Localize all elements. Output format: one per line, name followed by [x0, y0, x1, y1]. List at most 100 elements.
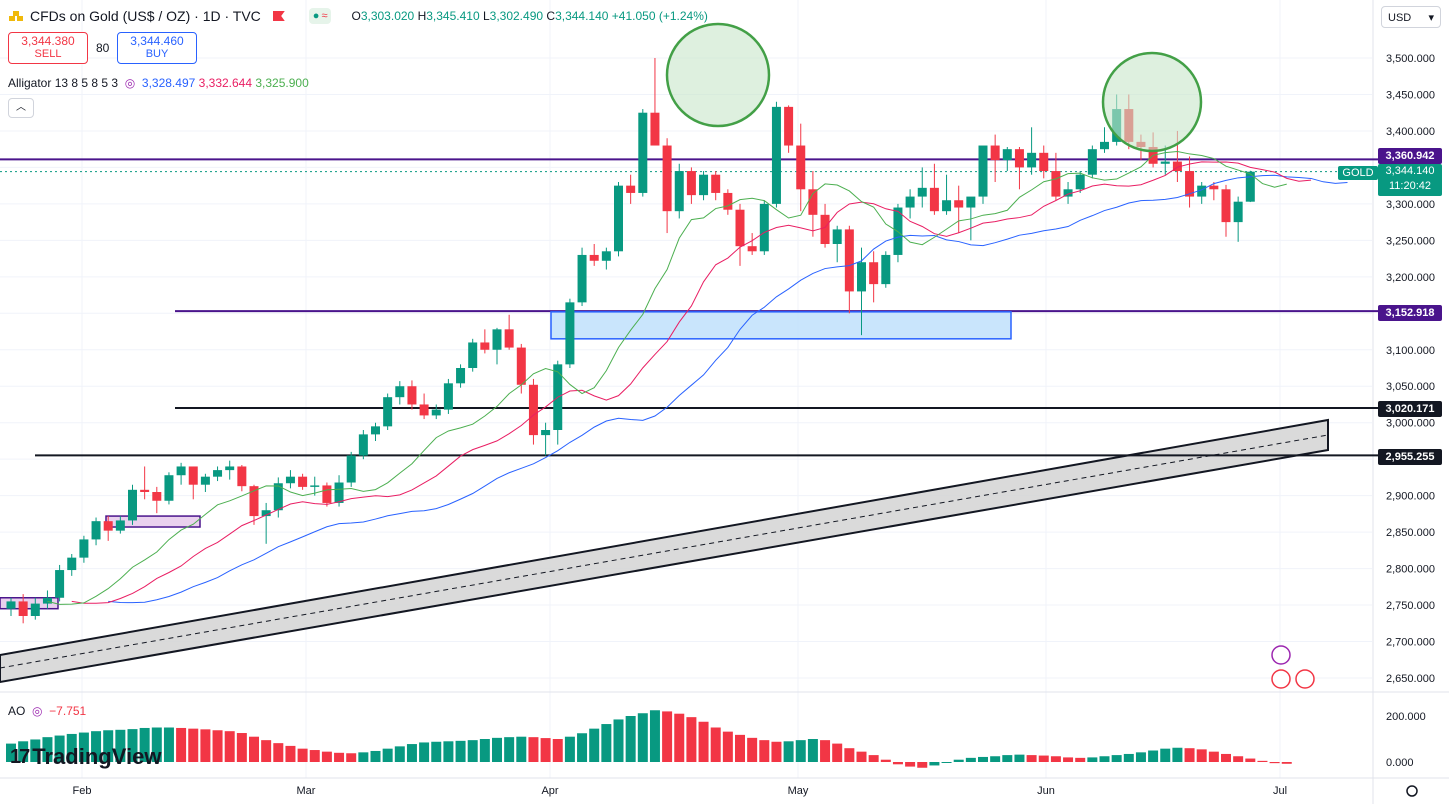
ao-bar	[115, 729, 126, 762]
settings-icon[interactable]: ◎	[121, 76, 139, 90]
sell-price: 3,344.380	[21, 34, 75, 48]
ao-bar	[856, 751, 867, 762]
candle-body	[188, 466, 198, 485]
candle-body	[1063, 189, 1073, 197]
spread-value: 80	[96, 41, 110, 55]
candle-body	[55, 570, 65, 598]
candle-body	[358, 434, 368, 456]
ao-bar	[1160, 748, 1171, 762]
highlight-circle-april	[665, 22, 771, 128]
x-tick-label: Apr	[541, 785, 558, 797]
indicator-toggle-pill[interactable]: ● ≈	[308, 8, 332, 24]
y-tick-label: 2,800.000	[1386, 564, 1435, 576]
candle-body	[1233, 201, 1243, 223]
candle-body	[200, 476, 210, 485]
candle-body	[796, 145, 806, 190]
candle-body	[298, 476, 308, 487]
candle-body	[42, 597, 52, 604]
ao-bar	[637, 713, 648, 762]
ao-bar	[1208, 751, 1219, 762]
candle-body	[808, 189, 818, 215]
candle-body	[128, 489, 137, 521]
candle-body	[346, 455, 356, 483]
candle-body	[1014, 149, 1024, 168]
candle-body	[857, 262, 866, 292]
ao-bar	[795, 740, 806, 762]
ao-bar	[467, 740, 478, 762]
candle-body	[504, 329, 514, 348]
ao-bar	[6, 743, 16, 762]
candle-body	[91, 521, 101, 540]
candle-body	[723, 192, 733, 210]
y-tick-label: 3,050.000	[1386, 381, 1435, 393]
ao-bar	[504, 737, 515, 762]
ao-bar	[649, 710, 660, 762]
current-price-label: 3,344.140 11:20:42	[1378, 164, 1442, 196]
ao-bar	[139, 727, 150, 762]
price-label-mid-resistance: 3,152.918	[1378, 305, 1442, 321]
candle-body	[285, 476, 295, 484]
candle-body	[626, 185, 636, 193]
ao-bar	[625, 716, 636, 762]
ao-bar	[771, 741, 782, 762]
ao-bar	[1014, 754, 1025, 762]
wave-icon: ≈	[321, 10, 328, 22]
ao-bar	[479, 739, 490, 762]
candle-body	[1245, 171, 1255, 202]
ao-bar	[249, 736, 259, 762]
ao-bar	[188, 728, 199, 762]
candle-body	[407, 386, 417, 405]
ao-bar	[929, 762, 940, 766]
buy-button[interactable]: 3,344.460 BUY	[117, 32, 197, 64]
tradingview-logo[interactable]: 17 TradingView	[10, 744, 161, 770]
ao-bar	[601, 724, 612, 762]
ao-bar	[735, 734, 745, 762]
candle-body	[942, 200, 952, 212]
ao-bar	[1233, 756, 1244, 762]
candle-body	[1209, 185, 1219, 190]
ao-bar	[236, 733, 247, 762]
ao-bar	[176, 727, 187, 762]
candle-body	[589, 254, 599, 261]
flag-icon[interactable]	[272, 11, 285, 21]
ao-bar	[18, 741, 29, 762]
candle-body	[650, 112, 660, 146]
ao-bar	[759, 740, 770, 762]
ao-bar	[1038, 755, 1049, 762]
ao-bar	[200, 729, 211, 762]
demand-zone	[550, 311, 1012, 340]
candle-body	[1172, 161, 1182, 172]
candle-body	[844, 229, 854, 292]
candle-body	[662, 145, 672, 212]
ao-bar	[1221, 753, 1231, 762]
candle-body	[1051, 171, 1061, 197]
ao-legend[interactable]: AO ◎ −7.751	[8, 704, 86, 718]
ao-bar	[965, 757, 976, 762]
ao-bar	[443, 741, 454, 762]
candle-body	[273, 483, 283, 511]
alligator-legend[interactable]: Alligator 13 8 5 8 5 3 ◎ 3,328.497 3,332…	[8, 76, 309, 90]
ao-bar	[698, 721, 709, 762]
ao-bar	[880, 759, 891, 762]
sell-button[interactable]: 3,344.380 SELL	[8, 32, 88, 64]
candle-body	[869, 262, 879, 285]
ao-bar	[674, 713, 685, 762]
ao-settings-icon[interactable]: ◎	[28, 704, 46, 718]
ao-bar	[394, 746, 405, 762]
ao-bar	[321, 751, 332, 762]
symbol-title[interactable]: CFDs on Gold (US$ / OZ) · 1D · TVC	[30, 8, 261, 24]
currency-selector[interactable]: USD ▾	[1381, 6, 1441, 28]
ao-bar	[406, 744, 417, 762]
us-flag-event-icon	[1271, 669, 1291, 689]
candle-body	[395, 386, 405, 398]
candle-body	[771, 106, 781, 204]
candle-body	[516, 347, 526, 385]
candle-body	[443, 383, 453, 410]
candle-body	[261, 510, 271, 517]
candle-body	[456, 368, 466, 384]
ao-bar	[1172, 747, 1183, 762]
collapse-legend-button[interactable]: ︿	[8, 98, 34, 118]
candle-body	[784, 106, 794, 146]
ao-value: −7.751	[49, 704, 87, 718]
